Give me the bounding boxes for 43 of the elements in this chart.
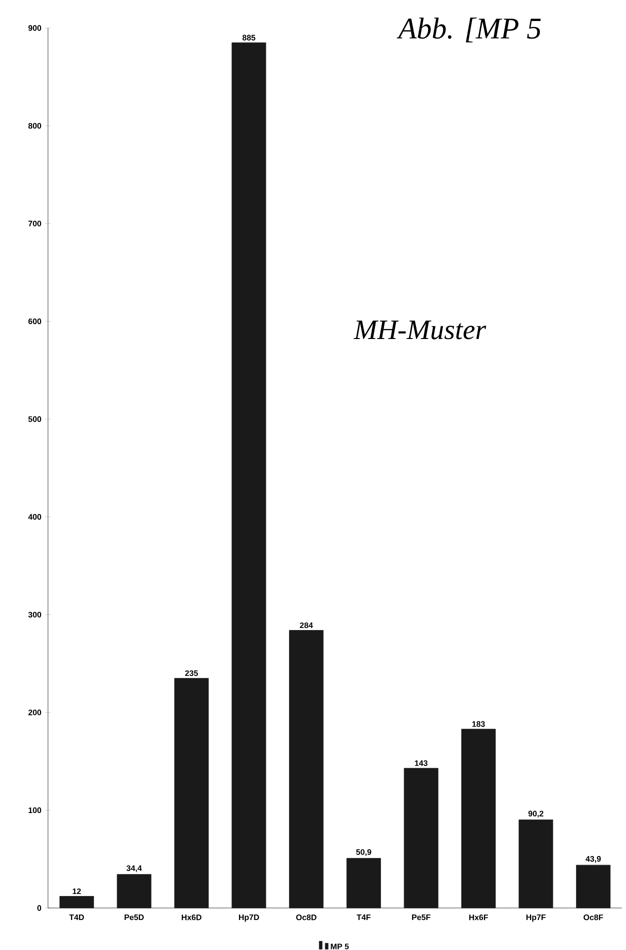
data-label: 12 bbox=[72, 888, 81, 894]
data-label: 284 bbox=[300, 622, 313, 628]
x-tick-label: T4F bbox=[356, 914, 371, 920]
y-tick-label: 700 bbox=[28, 220, 42, 226]
data-label: 143 bbox=[414, 760, 428, 766]
y-tick-label: 900 bbox=[28, 25, 42, 31]
bar bbox=[60, 896, 94, 908]
y-tick-label: 100 bbox=[28, 807, 42, 814]
bar bbox=[404, 768, 438, 908]
data-label: 885 bbox=[242, 34, 256, 40]
data-label: 50,9 bbox=[356, 849, 372, 856]
data-label: 90,2 bbox=[528, 810, 544, 818]
y-tick-label: 0 bbox=[37, 905, 42, 911]
bar bbox=[576, 864, 610, 908]
bar bbox=[461, 728, 496, 908]
bar bbox=[116, 874, 152, 908]
bar bbox=[518, 820, 554, 908]
data-label: 43,9 bbox=[586, 856, 601, 863]
y-tick-label: 400 bbox=[28, 514, 42, 520]
annotation: Abb. [MP 5 bbox=[396, 18, 541, 42]
data-label: 183 bbox=[472, 721, 485, 727]
x-tick-label: Pe5F bbox=[412, 914, 430, 920]
y-tick-label: 200 bbox=[28, 710, 42, 716]
y-tick-label: 600 bbox=[28, 318, 42, 324]
y-tick-label: 300 bbox=[28, 612, 42, 618]
x-tick-label: T4D bbox=[69, 914, 84, 920]
legend-label: MP 5 bbox=[330, 944, 349, 950]
bar bbox=[289, 630, 324, 908]
bar bbox=[174, 678, 209, 908]
x-tick-label: Hp7D bbox=[238, 914, 260, 922]
y-tick-label: 800 bbox=[28, 122, 42, 129]
x-tick-label: Oc8D bbox=[296, 914, 316, 920]
x-tick-label: Oc8F bbox=[584, 914, 604, 920]
x-tick-label: Pe5D bbox=[124, 914, 144, 920]
x-tick-label: Hx6D bbox=[182, 914, 202, 920]
bar bbox=[232, 42, 266, 908]
x-tick-label: Hx6F bbox=[469, 914, 488, 920]
bar bbox=[346, 858, 381, 908]
data-label: 34,4 bbox=[126, 865, 142, 872]
y-tick-label: 500 bbox=[28, 416, 42, 422]
annotation: MH-Muster bbox=[354, 320, 486, 340]
data-label: 235 bbox=[185, 670, 198, 676]
x-tick-label: Hp7F bbox=[526, 914, 546, 922]
